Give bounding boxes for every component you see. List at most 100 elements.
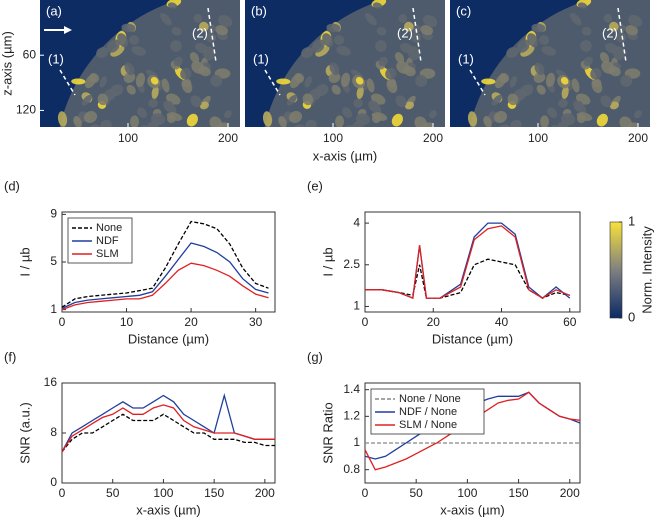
y-tick-label: 120 <box>16 103 36 117</box>
cell <box>198 21 209 32</box>
cell <box>491 94 502 106</box>
x-tick-label: 100 <box>323 131 343 145</box>
cell <box>124 62 135 76</box>
panel-label: (c) <box>456 3 471 18</box>
series-line <box>61 242 269 309</box>
cell <box>579 159 592 175</box>
cell <box>375 40 387 52</box>
cell <box>199 101 209 110</box>
cell <box>506 47 519 58</box>
cell <box>371 114 381 124</box>
panel-label: (b) <box>251 3 267 18</box>
cell <box>467 111 478 127</box>
cell <box>150 77 159 85</box>
cell <box>55 158 67 169</box>
cell <box>570 13 582 26</box>
cell <box>107 39 120 53</box>
x-tick-label: 10 <box>120 315 134 329</box>
cell <box>599 52 610 64</box>
cell <box>350 120 364 127</box>
cell <box>278 116 287 127</box>
cell <box>481 157 490 169</box>
cell <box>336 45 352 56</box>
cell <box>499 73 510 83</box>
x-tick-label: 0 <box>362 486 369 500</box>
cell <box>329 62 340 76</box>
cell <box>386 78 398 94</box>
cell <box>369 100 379 112</box>
cell <box>123 72 136 83</box>
cell <box>194 42 209 54</box>
cell <box>583 56 593 67</box>
cell <box>219 156 234 171</box>
cell <box>609 136 626 153</box>
region-label: (2) <box>397 25 413 40</box>
cell <box>629 157 644 170</box>
cell <box>198 132 211 148</box>
cell <box>561 85 569 100</box>
cell <box>181 78 193 94</box>
cell <box>311 137 324 149</box>
cell <box>335 115 345 127</box>
cell <box>151 85 159 100</box>
cell <box>57 111 68 127</box>
y-tick-label: 60 <box>23 47 37 61</box>
cell <box>342 107 353 118</box>
cell <box>365 13 377 26</box>
cell <box>137 107 148 118</box>
cell <box>286 94 297 106</box>
cell <box>378 56 388 67</box>
cell <box>424 157 439 170</box>
cell <box>608 66 621 77</box>
legend-label: SLM <box>96 248 119 260</box>
cell <box>262 111 273 127</box>
series-line <box>61 404 275 453</box>
cell <box>160 13 172 26</box>
cell <box>574 100 584 112</box>
region-label: (2) <box>192 25 208 40</box>
cell <box>213 157 224 165</box>
cell <box>576 114 586 124</box>
cell <box>305 119 317 127</box>
y-axis-label: I / µb <box>320 247 335 276</box>
cell <box>215 25 229 36</box>
series-line <box>61 262 269 311</box>
cell <box>577 147 583 160</box>
cell <box>199 136 216 153</box>
y-tick-label: 4 <box>353 215 360 229</box>
cell <box>628 14 643 28</box>
x-tick-label: 200 <box>560 486 580 500</box>
legend-label: None / None <box>399 393 461 405</box>
cell <box>210 74 223 87</box>
cell <box>121 23 136 33</box>
cell <box>302 93 314 106</box>
cell <box>399 42 414 54</box>
cell <box>206 24 216 33</box>
cell <box>616 24 626 33</box>
cell <box>315 45 330 57</box>
cell <box>166 114 176 124</box>
cell <box>533 72 546 83</box>
image <box>450 0 650 175</box>
cell <box>117 33 129 48</box>
cell <box>571 78 580 93</box>
x-tick-label: 200 <box>218 131 238 145</box>
legend-label: NDF <box>96 235 119 247</box>
legend-label: None <box>96 222 122 234</box>
x-tick-label: 100 <box>153 486 173 500</box>
cell <box>541 45 557 56</box>
cell <box>465 158 477 169</box>
cell <box>252 155 270 172</box>
cell <box>600 95 612 108</box>
colorbar-label: Norm. Intensity <box>639 226 654 314</box>
legend-label: SLM / None <box>399 419 457 431</box>
cell <box>326 23 341 33</box>
cell <box>71 157 80 169</box>
y-tick-label: 2.5 <box>343 257 360 271</box>
cell <box>47 155 65 172</box>
cell <box>331 84 341 95</box>
cell <box>603 13 613 23</box>
cell <box>391 113 403 127</box>
y-axis-label: SNR Ratio <box>320 402 335 463</box>
y-tick-label: 1 <box>353 435 360 449</box>
